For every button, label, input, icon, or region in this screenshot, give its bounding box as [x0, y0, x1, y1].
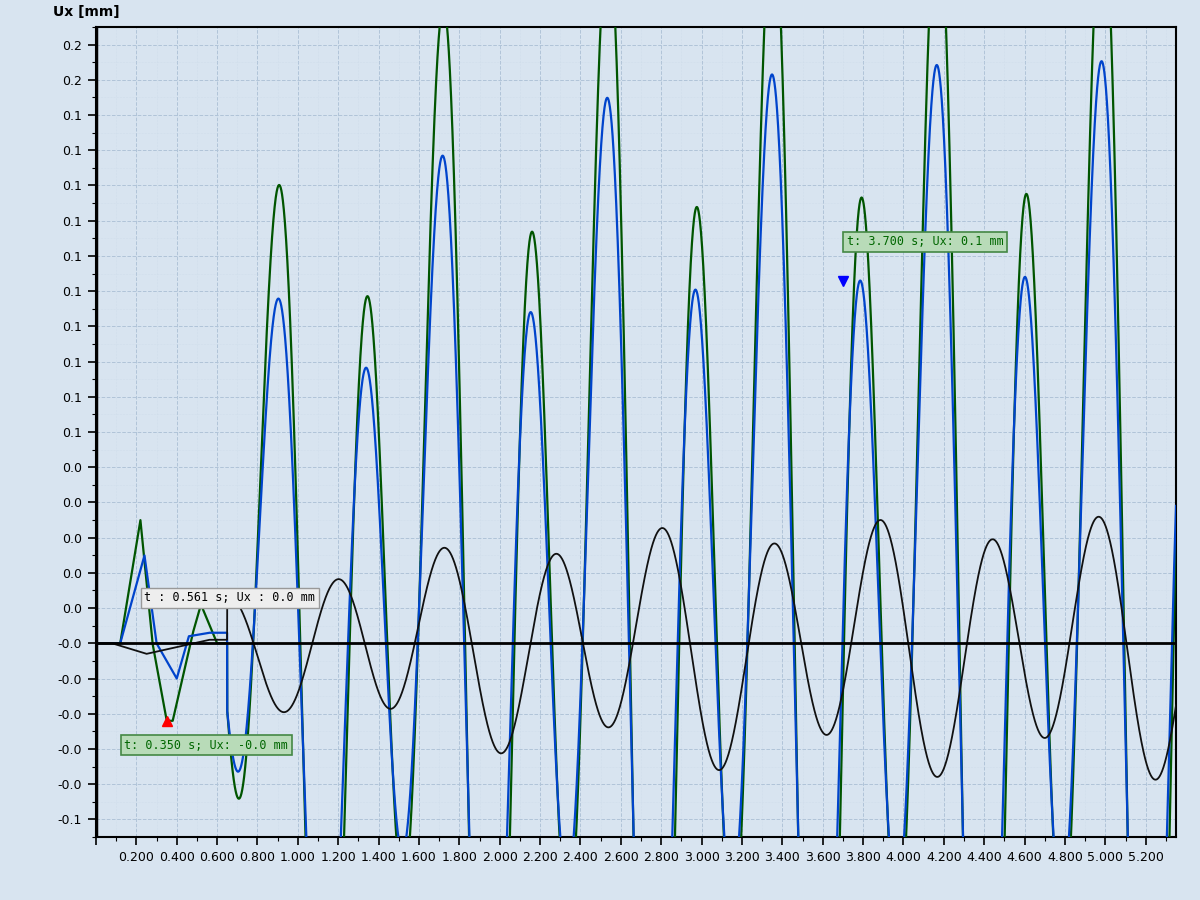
- Y-axis label: Ux [mm]: Ux [mm]: [53, 4, 120, 19]
- Text: t: 3.700 s; Ux: 0.1 mm: t: 3.700 s; Ux: 0.1 mm: [847, 235, 1003, 248]
- Text: t: 0.350 s; Ux: -0.0 mm: t: 0.350 s; Ux: -0.0 mm: [125, 739, 288, 752]
- Text: t : 0.561 s; Ux : 0.0 mm: t : 0.561 s; Ux : 0.0 mm: [144, 591, 316, 604]
